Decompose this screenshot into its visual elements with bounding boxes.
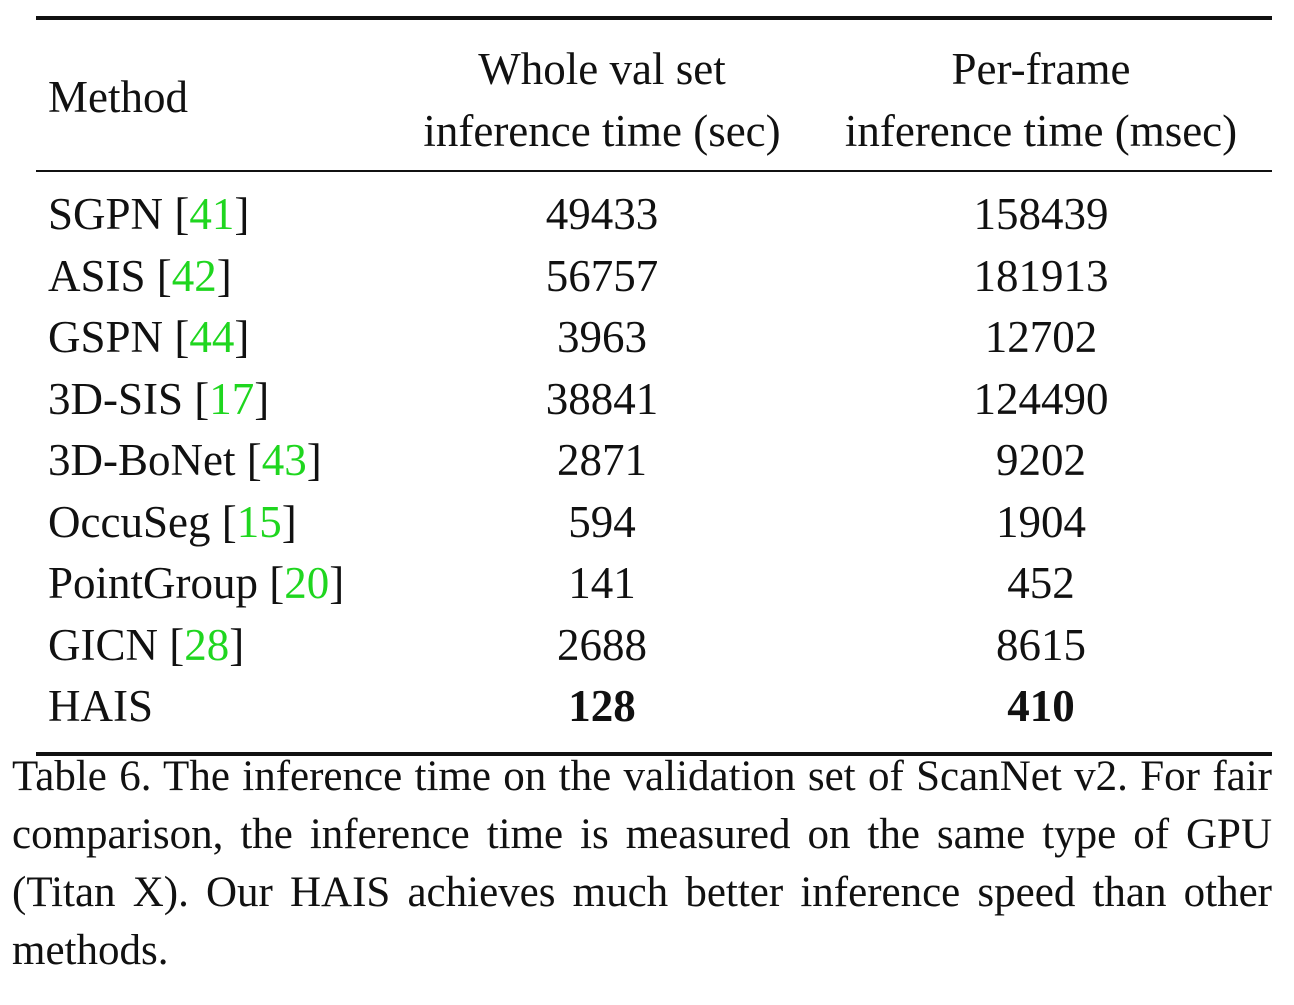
whole-val-cell: 49433 [545, 189, 659, 239]
method-name: OccuSeg [48, 496, 211, 547]
table-row: ASIS [42] 56757 181913 [36, 246, 1272, 308]
method-cell: HAIS [48, 676, 153, 738]
method-cell: 3D-BoNet [43] [48, 435, 322, 485]
citation-link[interactable]: 28 [184, 619, 230, 670]
header-per-frame: Per-frame inference time (msec) [821, 38, 1261, 162]
table-row-hais: HAIS 128 410 [36, 676, 1272, 738]
per-frame-cell: 158439 [973, 189, 1109, 239]
results-table: Method Whole val set inference time (sec… [36, 16, 1272, 756]
whole-val-cell: 38841 [545, 373, 659, 424]
per-frame-cell: 124490 [973, 373, 1109, 424]
method-name: HAIS [48, 681, 154, 731]
table-row: GSPN [44] 3963 12702 [36, 307, 1272, 369]
whole-val-cell: 56757 [545, 250, 659, 301]
whole-val-cell: 141 [568, 558, 636, 608]
header-per-frame-line2: inference time (msec) [844, 106, 1238, 156]
per-frame-cell: 452 [1007, 558, 1075, 608]
whole-val-cell: 3963 [557, 312, 647, 362]
whole-val-cell: 594 [568, 496, 636, 547]
whole-val-cell: 2688 [557, 619, 647, 670]
method-cell: OccuSeg [15] [48, 496, 297, 547]
per-frame-cell: 1904 [996, 496, 1086, 547]
method-cell: GICN [28] [48, 619, 245, 670]
header-whole-line2: inference time (sec) [423, 106, 781, 156]
header-whole-val-set: Whole val set inference time (sec) [402, 38, 802, 162]
header-rule [36, 170, 1272, 172]
per-frame-cell: 12702 [984, 312, 1098, 362]
citation-link[interactable]: 41 [189, 189, 235, 239]
top-rule [36, 16, 1272, 20]
table-header: Method Whole val set inference time (sec… [36, 20, 1272, 170]
table-row: PointGroup [20] 141 452 [36, 553, 1272, 615]
header-per-frame-line1: Per-frame [951, 44, 1131, 94]
method-name: 3D-BoNet [48, 435, 236, 485]
per-frame-cell: 9202 [996, 435, 1086, 485]
table-body: SGPN [41] 49433 158439 ASIS [42] 56757 1… [36, 172, 1272, 752]
per-frame-cell-best: 410 [1007, 681, 1075, 731]
method-cell: SGPN [41] [48, 189, 250, 239]
method-cell: GSPN [44] [48, 312, 250, 362]
method-name: SGPN [48, 189, 164, 239]
method-name: GSPN [48, 312, 164, 362]
table-row: 3D-BoNet [43] 2871 9202 [36, 430, 1272, 492]
bottom-rule [36, 751, 1272, 756]
whole-val-cell: 2871 [557, 435, 647, 485]
table-row: OccuSeg [15] 594 1904 [36, 492, 1272, 554]
method-cell: 3D-SIS [17] [48, 373, 270, 424]
per-frame-cell: 8615 [996, 619, 1086, 670]
method-name: ASIS [48, 250, 146, 301]
method-cell: PointGroup [20] [48, 558, 345, 608]
table-caption: Table 6. The inference time on the valid… [12, 753, 1272, 974]
table-row: SGPN [41] 49433 158439 [36, 184, 1272, 246]
method-name: 3D-SIS [48, 373, 184, 424]
citation-link[interactable]: 42 [171, 250, 217, 301]
method-cell: ASIS [42] [48, 250, 232, 301]
citation-link[interactable]: 17 [209, 373, 255, 424]
table-row: 3D-SIS [17] 38841 124490 [36, 369, 1272, 431]
citation-link[interactable]: 44 [189, 312, 235, 362]
citation-link[interactable]: 20 [284, 558, 330, 608]
method-name: GICN [48, 619, 158, 670]
citation-link[interactable]: 15 [236, 496, 282, 547]
header-whole-line1: Whole val set [478, 44, 726, 94]
header-method: Method [48, 72, 188, 122]
per-frame-cell: 181913 [973, 250, 1109, 301]
whole-val-cell-best: 128 [568, 681, 636, 731]
table-row: GICN [28] 2688 8615 [36, 615, 1272, 677]
citation-link[interactable]: 43 [261, 435, 307, 485]
method-name: PointGroup [48, 558, 259, 608]
